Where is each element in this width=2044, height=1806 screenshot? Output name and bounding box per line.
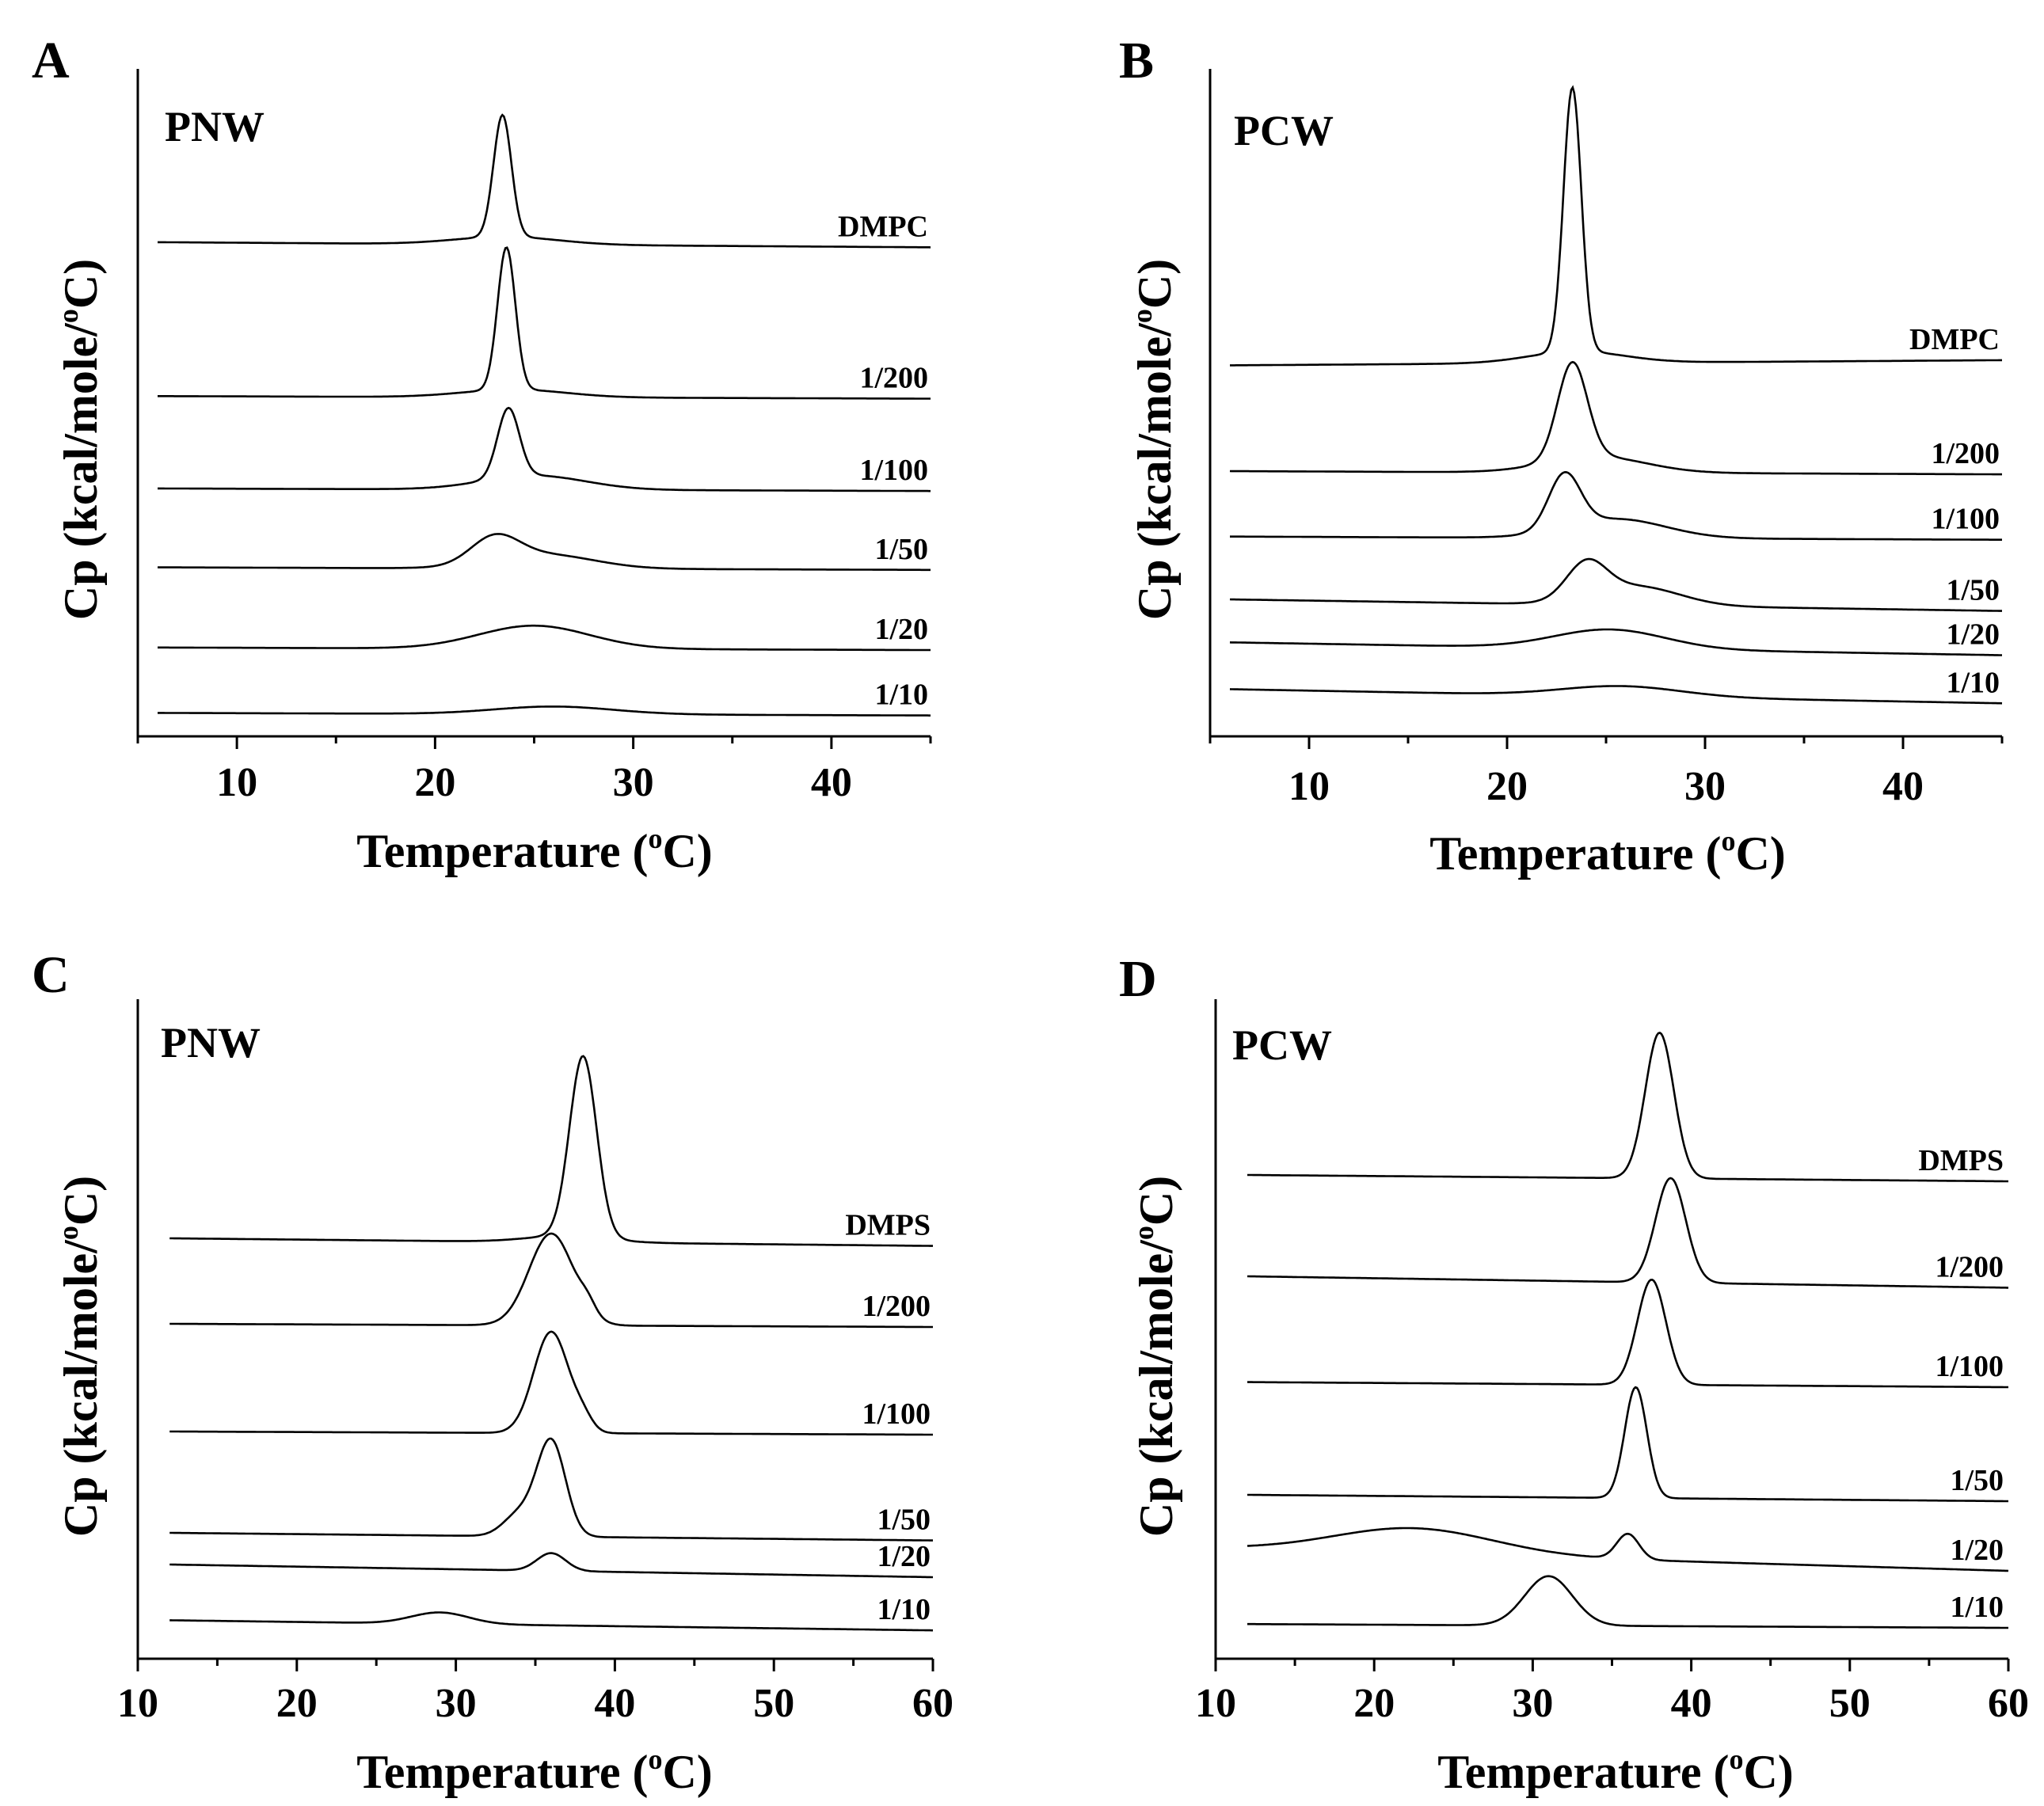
trace-1-10 bbox=[158, 705, 931, 717]
x-tick-label: 30 bbox=[1512, 1681, 1553, 1726]
x-axis-title-d: Temperature (oC) bbox=[1437, 1743, 1794, 1798]
trace-1-200 bbox=[169, 1232, 933, 1329]
trace-label: 1/200 bbox=[1931, 437, 2000, 470]
x-tick-label: 50 bbox=[1829, 1681, 1871, 1726]
x-tick-label: 10 bbox=[117, 1681, 158, 1726]
x-tick-label: 50 bbox=[753, 1681, 794, 1726]
y-axis-title-c: Cp (kcal/mole/oC) bbox=[52, 1176, 107, 1537]
x-tick-label: 40 bbox=[594, 1681, 635, 1726]
trace-1-200 bbox=[1247, 1177, 2008, 1289]
traces-b: DMPC 1/200 1/100 1/50 1/20 1/10 bbox=[1229, 85, 2003, 705]
x-ticks-b: 10 20 30 40 bbox=[1209, 736, 2004, 809]
trace-1-100 bbox=[158, 406, 931, 492]
trace-dmpc bbox=[158, 113, 931, 249]
x-tick-label: 30 bbox=[1684, 764, 1726, 809]
trace-label: 1/50 bbox=[874, 533, 928, 566]
trace-label: 1/50 bbox=[1946, 574, 2000, 607]
trace-1-50 bbox=[1229, 557, 2002, 612]
x-axis-title-b: Temperature (oC) bbox=[1429, 825, 1786, 880]
x-tick-label: 20 bbox=[1353, 1681, 1395, 1726]
trace-label: 1/100 bbox=[1931, 503, 2000, 536]
y-axis-title-a: Cp (kcal/mole/oC) bbox=[52, 259, 107, 620]
x-tick-label: 60 bbox=[912, 1681, 953, 1726]
trace-label: DMPS bbox=[1918, 1144, 2004, 1177]
traces-a: DMPC 1/200 1/100 1/50 1/20 1/10 bbox=[157, 113, 931, 717]
trace-label: 1/50 bbox=[877, 1504, 931, 1537]
x-tick-label: 10 bbox=[1288, 764, 1330, 809]
panel-c: C PNW 10 20 30 40 50 60 DMPS 1/200 1/100 1/501/2… bbox=[32, 946, 953, 1798]
sample-label-d: PCW bbox=[1232, 1021, 1332, 1069]
trace-dmpc bbox=[1230, 85, 2002, 367]
sample-label-b: PCW bbox=[1234, 107, 1334, 154]
x-tick-label: 40 bbox=[1882, 764, 1924, 809]
trace-label: 1/100 bbox=[1935, 1350, 2004, 1383]
trace-label: DMPC bbox=[1909, 323, 2000, 356]
trace-1-50 bbox=[1247, 1386, 2008, 1503]
trace-label: 1/100 bbox=[862, 1397, 931, 1431]
sample-label-a: PNW bbox=[165, 103, 265, 150]
trace-1-20 bbox=[1229, 628, 2002, 656]
x-tick-label: 20 bbox=[276, 1681, 318, 1726]
trace-label: 1/50 bbox=[1950, 1464, 2004, 1497]
trace-1-10 bbox=[169, 1611, 933, 1632]
trace-1-100 bbox=[1230, 470, 2002, 541]
trace-1-200 bbox=[158, 246, 931, 400]
trace-label: 1/200 bbox=[862, 1290, 931, 1323]
panel-a: A PNW 10 20 30 40 DMPC 1/200 1/100 1/50 1/20 1/1… bbox=[32, 32, 932, 877]
trace-label: 1/20 bbox=[1950, 1534, 2004, 1567]
trace-1-50 bbox=[169, 1437, 933, 1542]
panel-letter-a: A bbox=[32, 32, 70, 89]
trace-label: 1/10 bbox=[877, 1593, 931, 1626]
panel-letter-d: D bbox=[1119, 950, 1157, 1008]
x-tick-label: 60 bbox=[1988, 1681, 2029, 1726]
sample-label-c: PNW bbox=[161, 1019, 261, 1066]
trace-label: 1/20 bbox=[877, 1540, 931, 1573]
trace-1-200 bbox=[1229, 360, 2002, 476]
x-ticks-c: 10 20 30 40 50 60 bbox=[117, 1659, 953, 1726]
trace-1-50 bbox=[157, 533, 931, 572]
trace-1-10 bbox=[1247, 1575, 2008, 1629]
x-tick-label: 40 bbox=[811, 760, 852, 805]
x-axis-title-c: Temperature (oC) bbox=[356, 1743, 713, 1798]
x-tick-label: 30 bbox=[436, 1681, 477, 1726]
x-axis-title-a: Temperature (oC) bbox=[356, 823, 713, 877]
x-ticks-d: 10 20 30 40 50 60 bbox=[1195, 1659, 2029, 1726]
x-tick-label: 40 bbox=[1671, 1681, 1712, 1726]
trace-1-20 bbox=[169, 1552, 933, 1579]
trace-1-100 bbox=[1247, 1278, 2008, 1389]
trace-label: 1/200 bbox=[859, 362, 928, 395]
traces-c: DMPS 1/200 1/100 1/501/20 1/10 bbox=[169, 1055, 933, 1632]
trace-label: 1/10 bbox=[1946, 666, 2000, 699]
traces-d: DMPS 1/200 1/100 1/50 1/20 1/10 bbox=[1247, 1031, 2009, 1629]
trace-label: DMPC bbox=[838, 210, 928, 243]
trace-1-10 bbox=[1229, 685, 2003, 705]
trace-label: 1/20 bbox=[1946, 618, 2000, 652]
trace-1-20 bbox=[158, 624, 931, 652]
trace-label: 1/10 bbox=[874, 679, 928, 712]
trace-dmps bbox=[169, 1055, 933, 1247]
trace-1-20 bbox=[1247, 1527, 2009, 1572]
x-tick-label: 30 bbox=[613, 760, 654, 805]
trace-label: DMPS bbox=[845, 1209, 931, 1242]
x-ticks-a: 10 20 30 40 bbox=[136, 736, 932, 805]
panel-letter-c: C bbox=[32, 946, 70, 1004]
panel-letter-b: B bbox=[1119, 32, 1154, 89]
x-tick-label: 10 bbox=[1195, 1681, 1236, 1726]
trace-dmps bbox=[1247, 1031, 2008, 1183]
y-axis-title-d: Cp (kcal/mole/oC) bbox=[1128, 1176, 1182, 1537]
trace-label: 1/10 bbox=[1950, 1591, 2004, 1624]
trace-1-100 bbox=[169, 1330, 933, 1436]
panel-b: B PCW 10 20 30 40 DMPC 1/200 1/100 1/50 1/20 1/1… bbox=[1119, 32, 2004, 880]
trace-label: 1/20 bbox=[874, 613, 928, 646]
panel-d: D PCW 10 20 30 40 50 60 DMPS 1/200 1/100 1/50 1/2… bbox=[1119, 950, 2029, 1798]
x-tick-label: 10 bbox=[216, 760, 257, 805]
x-tick-label: 20 bbox=[414, 760, 455, 805]
trace-label: 1/200 bbox=[1935, 1250, 2004, 1283]
x-tick-label: 20 bbox=[1486, 764, 1528, 809]
trace-label: 1/100 bbox=[859, 454, 928, 487]
y-axis-title-b: Cp (kcal/mole/oC) bbox=[1126, 259, 1181, 620]
